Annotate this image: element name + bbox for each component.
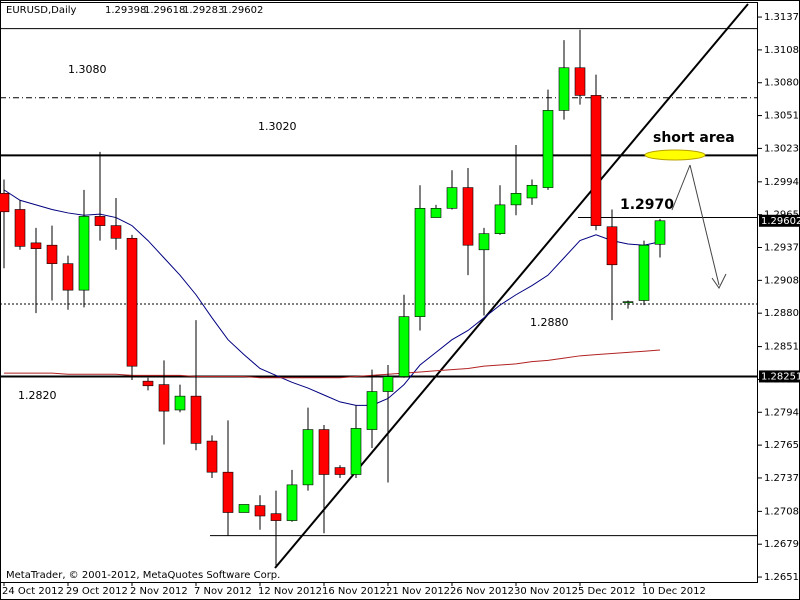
candle-body [302, 429, 314, 486]
candle-body [286, 484, 298, 521]
price-label: 1.28251 [761, 371, 800, 382]
y-tick-label: 1.27080 [764, 506, 800, 517]
y-tick-label: 1.27940 [764, 407, 800, 418]
candle-body [254, 505, 266, 517]
x-tick-label: 16 Nov 2012 [322, 586, 386, 597]
candle-body [78, 216, 90, 291]
candle-body [494, 204, 506, 234]
candle-body [62, 263, 74, 291]
candle-body [382, 376, 394, 392]
candle-body [526, 184, 538, 199]
candle-body [222, 471, 234, 513]
arrow [671, 164, 720, 286]
x-tick-label: 7 Nov 2012 [194, 586, 252, 597]
candle-body [414, 208, 426, 317]
candle-body [0, 193, 10, 213]
annotation: 1.2970 [620, 197, 674, 213]
short-area-marker [644, 149, 706, 161]
candle-body [398, 316, 410, 377]
x-tick-label: 21 Nov 2012 [386, 586, 450, 597]
annotation: 1.3080 [68, 63, 107, 76]
candle-body [30, 242, 42, 249]
candle-body [446, 187, 458, 209]
annotation: 1.2820 [18, 389, 57, 402]
candle-body [334, 467, 346, 475]
candle-body [430, 208, 442, 218]
axis-layer: 1.31370 1.31085 1.30800 1.30515 1.30230 1.299… [2, 12, 800, 597]
y-tick-label: 1.26510 [764, 572, 800, 583]
price-label: 1.29602 [761, 216, 800, 227]
symbol: EURUSD,Daily [6, 5, 77, 16]
ohlc-high: 1.29618 [144, 5, 185, 16]
y-tick-label: 1.28800 [764, 308, 800, 319]
candle-body [318, 429, 330, 475]
y-tick-label: 1.30515 [764, 111, 800, 122]
candle-body [126, 237, 138, 367]
candle-body [174, 395, 186, 411]
candle-body [638, 244, 650, 301]
candle-body [142, 380, 154, 387]
x-tick-label: 29 Oct 2012 [66, 586, 128, 597]
annotation: short area [653, 130, 735, 146]
candle-body [14, 209, 26, 247]
candle-body [158, 384, 170, 412]
price-label-box [759, 370, 799, 383]
y-tick-label: 1.28510 [764, 342, 800, 353]
moving-average [4, 349, 661, 379]
x-tick-label: 26 Nov 2012 [450, 586, 514, 597]
y-tick-label: 1.27655 [764, 440, 800, 451]
candle-body [478, 233, 490, 251]
candle-body [206, 440, 218, 473]
x-tick-label: 10 Dec 2012 [642, 586, 706, 597]
y-tick-label: 1.29370 [764, 243, 800, 254]
candle-body [622, 301, 634, 303]
candle-body [590, 95, 602, 226]
arrow-head [711, 273, 727, 289]
candle-body [462, 187, 474, 246]
ohlc-low: 1.29283 [183, 5, 224, 16]
level-layer: 1.3080 1.3020 1.2970 1.2880 1.2820 short area [0, 28, 758, 537]
candle-body [94, 216, 106, 226]
candle-body [366, 391, 378, 430]
x-tick-label: 24 Oct 2012 [2, 586, 64, 597]
candle-body [558, 67, 570, 111]
annotation: 1.2880 [530, 316, 569, 329]
candle-body [654, 220, 666, 245]
candle-body [606, 226, 618, 266]
price-label-box [759, 214, 799, 227]
ohlc-close: 1.29602 [222, 5, 263, 16]
candle-body [46, 244, 58, 264]
annotation: 1.3020 [258, 120, 297, 133]
x-tick-label: 30 Nov 2012 [514, 586, 578, 597]
candle-body [270, 513, 282, 521]
candle-body [574, 67, 586, 96]
candles [0, 29, 666, 566]
y-tick-label: 1.26795 [764, 539, 800, 550]
candle-body [350, 428, 362, 475]
y-tick-label: 1.31370 [764, 12, 800, 23]
y-tick-label: 1.30230 [764, 143, 800, 154]
y-tick-label: 1.29085 [764, 275, 800, 286]
candle-body [238, 504, 250, 513]
plot-frame [0, 2, 758, 583]
y-tick-label: 1.31085 [764, 45, 800, 56]
y-tick-label: 1.30800 [764, 78, 800, 89]
footer: MetaTrader, © 2001-2012, MetaQuotes Soft… [6, 570, 280, 581]
candle-body [510, 193, 522, 206]
moving-average [3, 189, 661, 406]
y-tick-label: 1.27370 [764, 473, 800, 484]
candle-body [110, 225, 122, 239]
candle-body [542, 110, 554, 188]
x-tick-label: 2 Nov 2012 [130, 586, 188, 597]
x-tick-label: 5 Dec 2012 [578, 586, 636, 597]
x-tick-label: 12 Nov 2012 [258, 586, 322, 597]
candle-body [190, 395, 202, 444]
y-tick-label: 1.29940 [764, 177, 800, 188]
ohlc-open: 1.29398 [105, 5, 146, 16]
